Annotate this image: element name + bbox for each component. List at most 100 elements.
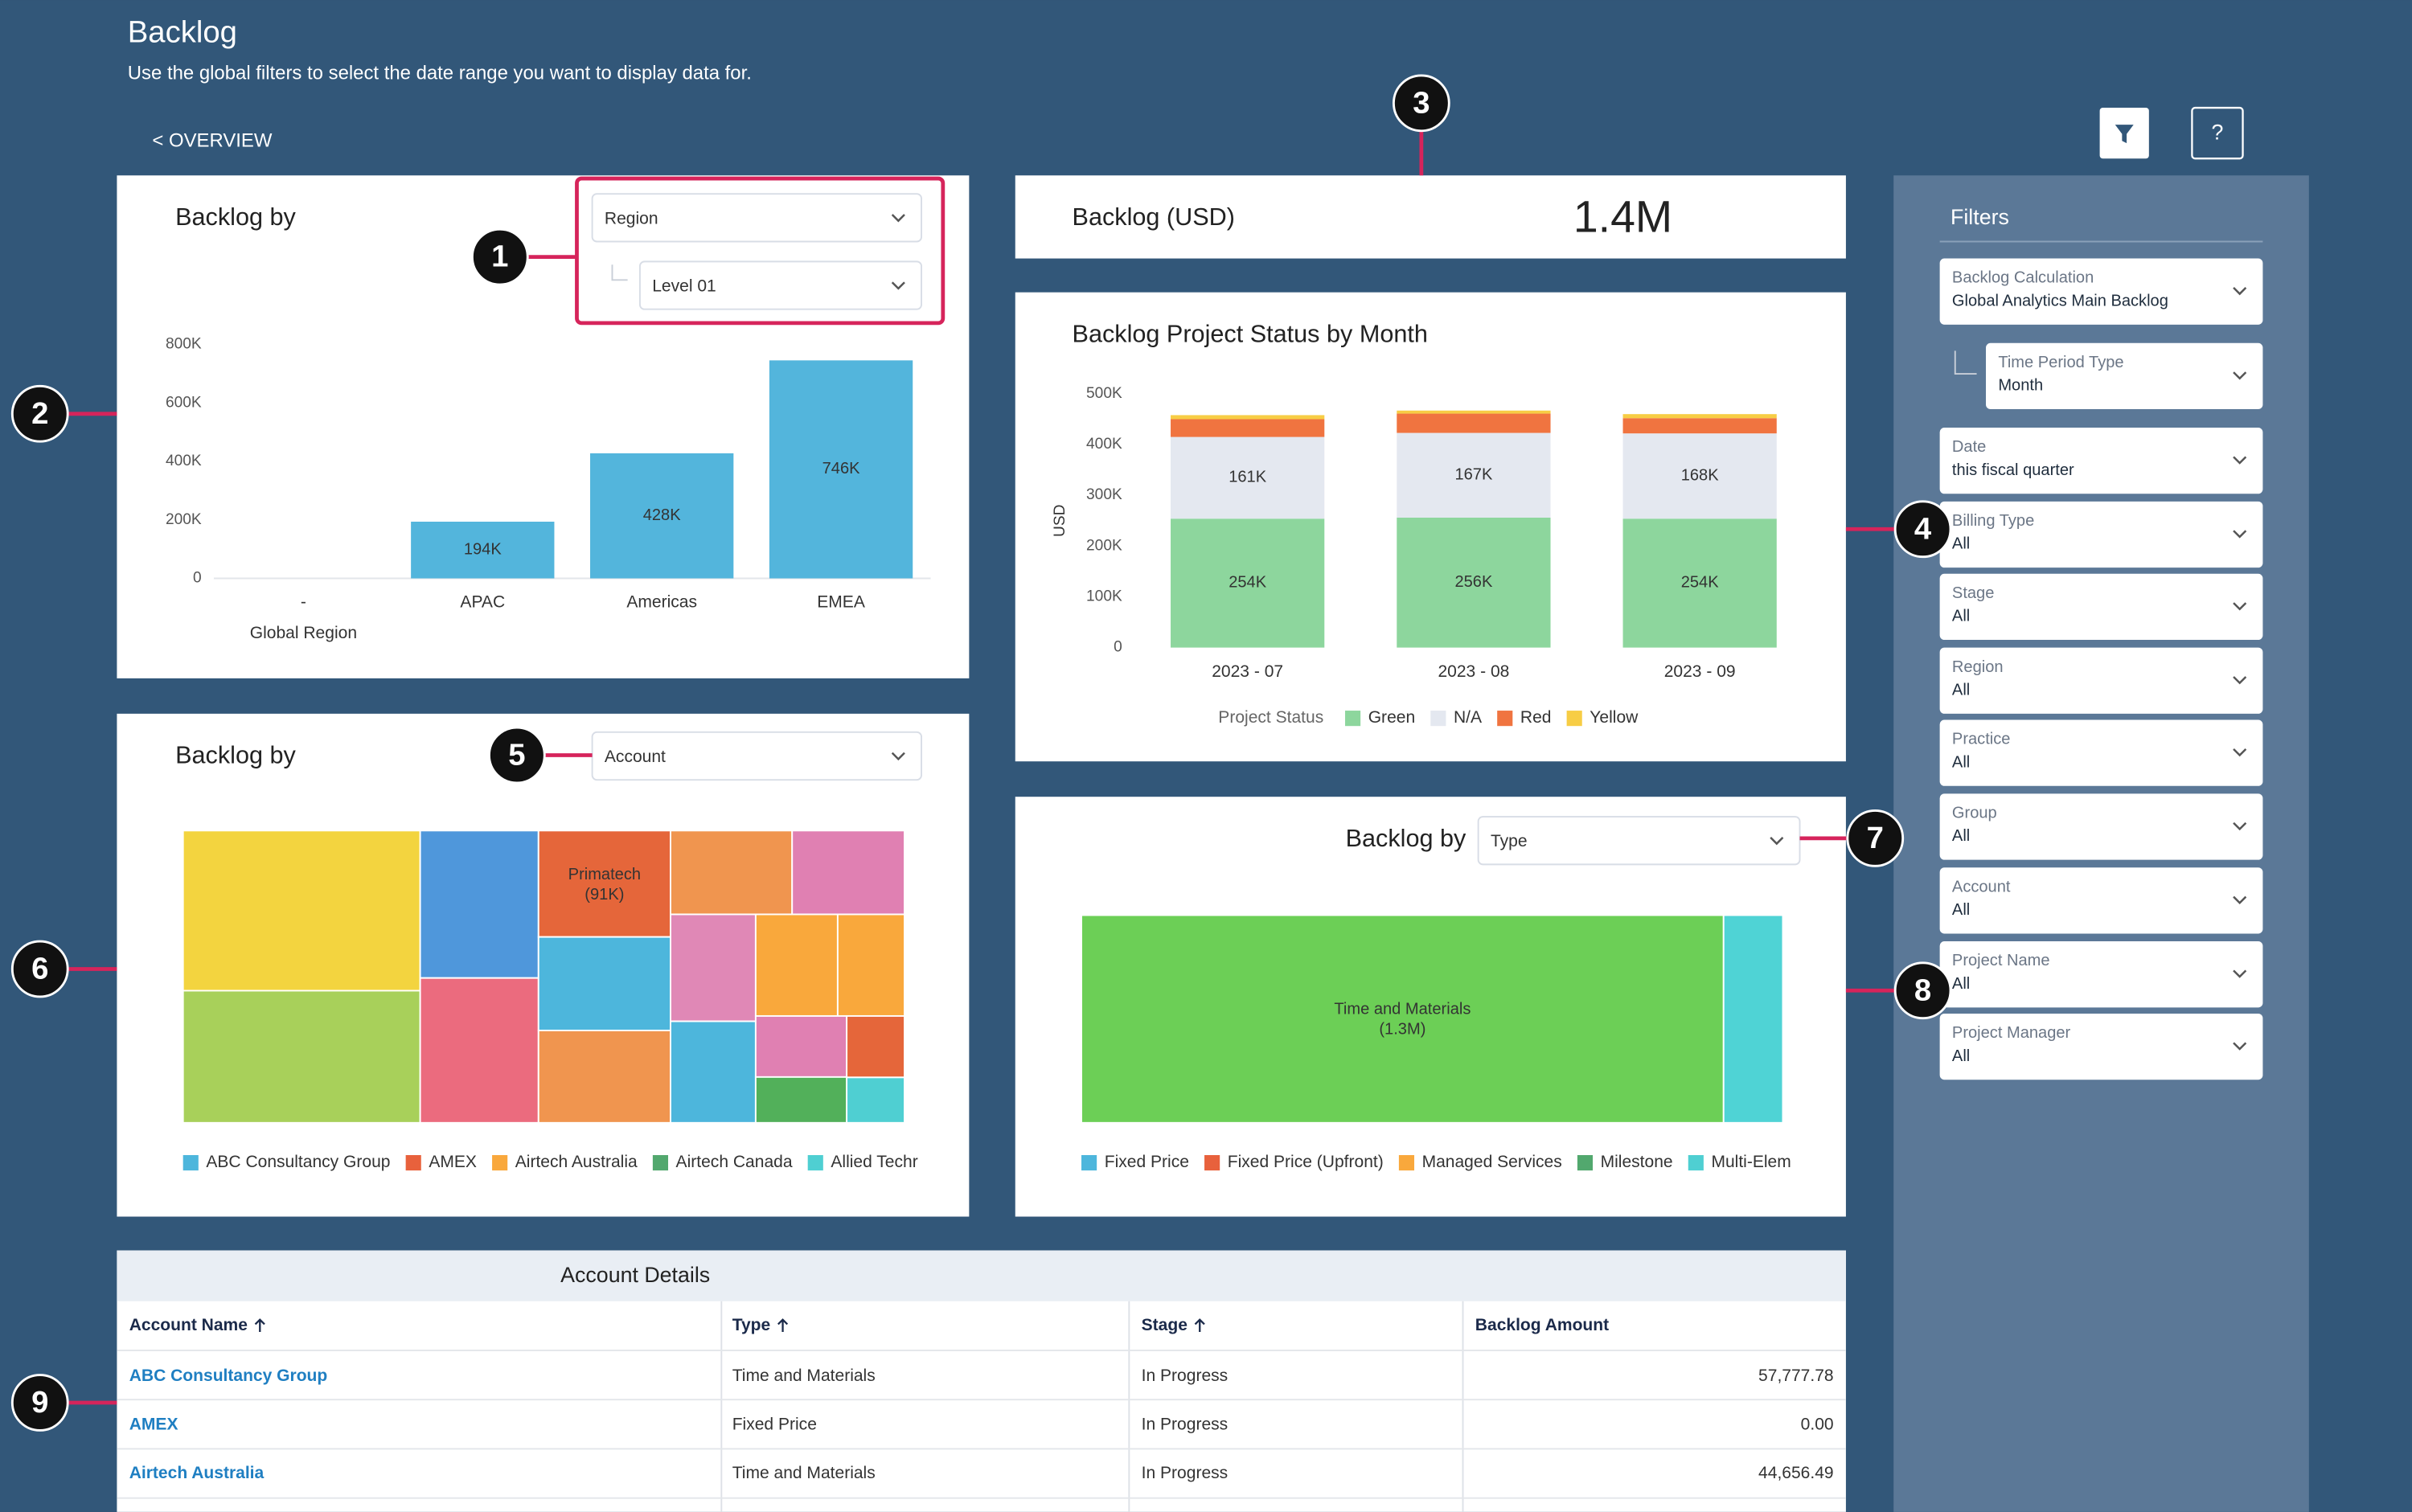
legend-label: Airtech Australia bbox=[515, 1153, 638, 1171]
chevron bbox=[891, 214, 905, 223]
legend-label: Allied Techr bbox=[831, 1153, 917, 1171]
chevron bbox=[2233, 456, 2247, 465]
bar-segment bbox=[1171, 415, 1325, 420]
kpi-label: Backlog (USD) bbox=[1073, 203, 1235, 231]
back-link[interactable]: < OVERVIEW bbox=[152, 129, 272, 151]
legend-swatch bbox=[807, 1154, 823, 1171]
indent-connector bbox=[611, 264, 628, 281]
y-tick-label: 400K bbox=[1086, 436, 1122, 453]
data-label: 167K bbox=[1454, 466, 1492, 484]
legend-label: N/A bbox=[1454, 708, 1482, 727]
data-label: 256K bbox=[1454, 573, 1492, 591]
help-button[interactable] bbox=[2191, 106, 2244, 160]
treemap-tile bbox=[754, 913, 839, 1017]
y-tick-label: 500K bbox=[1086, 385, 1122, 402]
panel-title: Backlog Project Status by Month bbox=[1073, 320, 1428, 347]
y-tick-label: 100K bbox=[1086, 588, 1122, 605]
dropdown[interactable] bbox=[638, 260, 923, 310]
panel-title: Backlog by bbox=[175, 742, 296, 769]
filter-label: Billing Type bbox=[1952, 512, 2034, 530]
y-tick-label: 800K bbox=[166, 336, 202, 353]
filter-label: Date bbox=[1952, 438, 1986, 456]
legend-swatch bbox=[1577, 1154, 1594, 1171]
x-tick-label: EMEA bbox=[817, 593, 865, 612]
help-icon: ? bbox=[2212, 121, 2224, 145]
chevron bbox=[2233, 371, 2247, 380]
x-tick-label: - bbox=[301, 593, 306, 612]
callout-number: 5 bbox=[508, 738, 525, 772]
treemap-tile bbox=[670, 913, 757, 1022]
table-cell: Fixed Price bbox=[732, 1416, 817, 1434]
legend-label: ABC Consultancy Group bbox=[206, 1153, 390, 1171]
filter-label: Project Manager bbox=[1952, 1024, 2071, 1042]
callout-badge bbox=[1846, 809, 1905, 867]
chevron bbox=[2233, 1042, 2247, 1051]
callout-number: 8 bbox=[1914, 973, 1931, 1007]
filter-dropdown[interactable] bbox=[1939, 428, 2263, 494]
data-label: 254K bbox=[1229, 574, 1266, 592]
bar-segment bbox=[1622, 518, 1777, 648]
chevron bbox=[2233, 748, 2247, 757]
filter-dropdown[interactable] bbox=[1939, 1013, 2263, 1080]
y-tick-label: 0 bbox=[193, 570, 202, 587]
y-tick-label: 0 bbox=[1114, 639, 1122, 656]
legend-swatch bbox=[1430, 711, 1446, 727]
callout-badge bbox=[1392, 74, 1450, 133]
treemap-tile bbox=[419, 830, 539, 979]
callout-badge bbox=[1893, 500, 1952, 559]
x-axis-title: Global Region bbox=[250, 624, 357, 642]
table-title: Account Details bbox=[560, 1263, 710, 1287]
account-link[interactable]: ABC Consultancy Group bbox=[129, 1367, 328, 1385]
filter-value: All bbox=[1952, 535, 1970, 553]
dropdown-value: Type bbox=[1491, 832, 1528, 850]
sort-icon bbox=[254, 1318, 265, 1333]
legend-label: Fixed Price bbox=[1105, 1153, 1189, 1171]
table-cell: Time and Materials bbox=[732, 1464, 876, 1482]
legend-label: Green bbox=[1368, 708, 1415, 727]
y-tick-label: 600K bbox=[166, 394, 202, 411]
chevron bbox=[2233, 822, 2247, 831]
legend-swatch bbox=[1497, 711, 1513, 727]
chevron bbox=[2233, 287, 2247, 296]
bar-segment bbox=[1171, 518, 1325, 648]
treemap-tile bbox=[537, 1029, 671, 1124]
filter-dropdown[interactable] bbox=[1939, 793, 2263, 860]
table-cell: In Progress bbox=[1142, 1416, 1229, 1434]
filter-value: All bbox=[1952, 608, 1970, 625]
legend-label: Fixed Price (Upfront) bbox=[1228, 1153, 1384, 1171]
filter-dropdown[interactable] bbox=[1939, 258, 2263, 325]
filter-dropdown[interactable] bbox=[1939, 573, 2263, 641]
legend-swatch bbox=[652, 1154, 669, 1171]
dropdown[interactable] bbox=[1477, 816, 1801, 866]
filter-dropdown[interactable] bbox=[1939, 941, 2263, 1008]
dropdown[interactable] bbox=[591, 193, 923, 243]
column-header: Type bbox=[732, 1316, 771, 1334]
x-tick-label: 2023 - 09 bbox=[1664, 662, 1736, 681]
filter-dropdown[interactable] bbox=[1939, 867, 2263, 934]
bar-segment bbox=[1622, 418, 1777, 434]
treemap-tile bbox=[182, 830, 421, 992]
treemap-tile bbox=[754, 1076, 848, 1124]
filter-dropdown[interactable] bbox=[1986, 342, 2263, 410]
table-cell: 44,656.49 bbox=[1758, 1464, 1834, 1482]
account-link[interactable]: Airtech Australia bbox=[129, 1464, 265, 1482]
account-link[interactable]: AMEX bbox=[129, 1416, 178, 1434]
table-cell: 57,777.78 bbox=[1758, 1367, 1834, 1385]
filter-dropdown[interactable] bbox=[1939, 647, 2263, 714]
callout-badge bbox=[1893, 961, 1952, 1020]
treemap-tile bbox=[754, 1014, 848, 1078]
tile-label: Primatech bbox=[568, 866, 641, 883]
legend-swatch bbox=[1398, 1154, 1415, 1171]
x-tick-label: 2023 - 08 bbox=[1438, 662, 1509, 681]
panel-title: Backlog by bbox=[1346, 825, 1466, 852]
bar bbox=[411, 521, 555, 579]
treemap-tile bbox=[182, 990, 421, 1124]
filter-dropdown[interactable] bbox=[1939, 719, 2263, 786]
filter-value: All bbox=[1952, 827, 1970, 845]
filter-value: All bbox=[1952, 753, 1970, 771]
filter-dropdown[interactable] bbox=[1939, 501, 2263, 568]
panel bbox=[1015, 175, 1846, 259]
callout-number: 9 bbox=[31, 1385, 48, 1420]
